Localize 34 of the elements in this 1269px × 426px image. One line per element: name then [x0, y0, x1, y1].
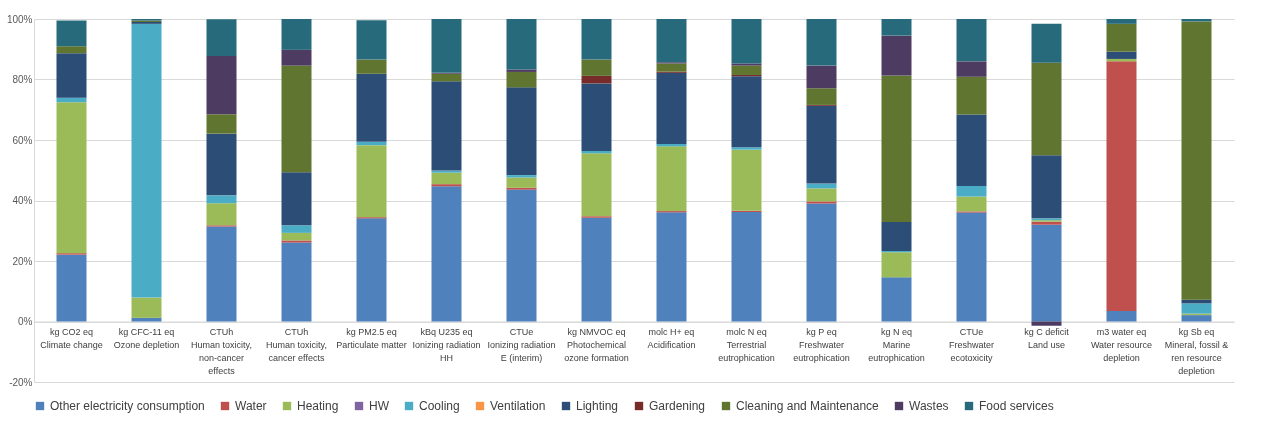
legend-label: Other electricity consumption	[50, 399, 205, 413]
legend-label: Ventilation	[490, 399, 546, 413]
y-tick-label: 0%	[18, 316, 33, 327]
x-tick-label: kg CO2 eq Climate change	[40, 327, 103, 350]
legend-label: Heating	[297, 399, 339, 413]
y-tick-label: 80%	[12, 74, 33, 85]
y-tick-label: -20%	[9, 376, 33, 388]
legend-label: HW	[369, 399, 390, 413]
y-tick-label: 60%	[12, 134, 33, 146]
x-tick-label: kg NMVOC eq Photochemical ozone formation	[564, 327, 629, 363]
x-tick-label: kg C deficit Land use	[1024, 327, 1070, 350]
legend-label: Cooling	[419, 399, 460, 413]
x-tick-label: m3 water eq Water resource depletion	[1090, 327, 1153, 363]
x-tick-label: kg N eq Marine eutrophication	[868, 327, 925, 363]
x-tick-label: kBq U235 eq Ionizing radiation HH	[412, 327, 481, 363]
x-tick-label: CTUe Ionizing radiation E (interim)	[487, 327, 556, 363]
y-tick-label: 20%	[12, 255, 33, 267]
x-tick-label: molc N eq Terrestrial eutrophication	[718, 327, 775, 363]
x-tick-label: kg PM2.5 eq Particulate matter	[336, 327, 407, 350]
x-tick-label: CTUh Human toxicity, cancer effects	[266, 327, 327, 363]
legend-label: Gardening	[649, 399, 706, 413]
x-tick-label: kg P eq Freshwater eutrophication	[793, 327, 850, 363]
y-tick-label: 40%	[12, 195, 33, 206]
x-tick-label: CTUh Human toxicity, non-cancer effects	[191, 327, 252, 376]
x-tick-label: kg Sb eq Mineral, fossil & ren resource depletion	[1164, 327, 1229, 376]
x-tick-label: kg CFC-11 eq Ozone depletion	[113, 327, 180, 350]
x-tick-label: CTUe Freshwater ecotoxicity	[948, 327, 995, 363]
legend-label: Water	[235, 399, 267, 413]
legend-label: Wastes	[909, 399, 949, 413]
x-tick-label: molc H+ eq Acidification	[647, 327, 696, 350]
legend-label: Lighting	[576, 399, 619, 413]
y-tick-label: 100%	[6, 13, 33, 25]
legend-label: Food services	[979, 399, 1054, 413]
legend-label: Cleaning and Maintenance	[736, 399, 880, 413]
